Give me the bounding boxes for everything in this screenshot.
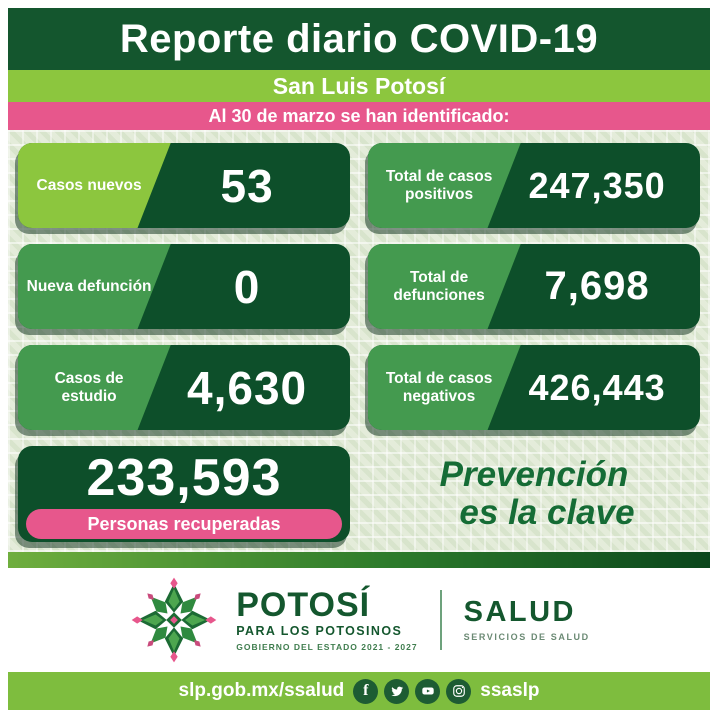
header-banner: Reporte diario COVID-19	[8, 8, 710, 70]
stats-section: Casos nuevos 53 Total de casos positivos…	[8, 130, 710, 552]
stat-card-casos-positivos: Total de casos positivos 247,350	[368, 143, 700, 228]
instagram-icon[interactable]	[446, 678, 472, 704]
social-icons: f	[353, 678, 472, 704]
prevention-slogan: Prevención es la clave	[368, 446, 700, 542]
divider-band	[8, 552, 710, 568]
stat-card-casos-negativos: Total de casos negativos 426,443	[368, 345, 700, 430]
twitter-icon[interactable]	[384, 678, 410, 704]
org-name: SALUD	[463, 596, 576, 628]
stat-card-nueva-defuncion: Nueva defunción 0	[18, 244, 350, 329]
stat-value: 53	[220, 159, 274, 212]
potosi-wordmark: POTOSÍ PARA LOS POTOSINOS GOBIERNO DEL E…	[236, 588, 417, 652]
recovered-value: 233,593	[86, 449, 282, 507]
stat-label: Nueva defunción	[26, 277, 152, 295]
stat-value: 4,630	[187, 361, 308, 414]
stat-label-area: Casos nuevos	[18, 143, 171, 228]
stat-label-area: Total de defunciones	[368, 244, 521, 329]
stat-value: 426,443	[528, 366, 666, 408]
stat-label: Total de casos positivos	[385, 167, 493, 203]
stat-label-area: Total de casos positivos	[368, 143, 521, 228]
brand-name: POTOSÍ	[236, 586, 371, 624]
org-tagline: SERVICIOS DE SALUD	[463, 632, 590, 642]
stat-value: 7,698	[544, 264, 650, 308]
recovered-card: 233,593 Personas recuperadas	[18, 446, 350, 542]
logo-divider	[439, 590, 442, 650]
salud-wordmark: SALUD SERVICIOS DE SALUD	[463, 596, 590, 643]
stat-label: Casos nuevos	[36, 176, 142, 194]
stat-card-total-defunciones: Total de defunciones 7,698	[368, 244, 700, 329]
stat-card-casos-nuevos: Casos nuevos 53	[18, 143, 350, 228]
stat-value: 247,350	[528, 164, 666, 206]
stat-card-casos-estudio: Casos de estudio 4,630	[18, 345, 350, 430]
slogan-line-2: es la clave	[459, 493, 635, 532]
stat-label: Total de defunciones	[393, 268, 485, 304]
footer-logos: POTOSÍ PARA LOS POTOSINOS GOBIERNO DEL E…	[8, 568, 710, 672]
youtube-icon[interactable]	[415, 678, 441, 704]
stat-label: Casos de estudio	[54, 369, 124, 405]
stat-label: Total de casos negativos	[385, 369, 493, 405]
brand-tagline: PARA LOS POTOSINOS	[236, 624, 403, 638]
website-link[interactable]: slp.gob.mx/ssalud	[178, 680, 345, 701]
subtitle-bar: San Luis Potosí	[8, 70, 710, 102]
slogan-line-1: Prevención	[439, 454, 629, 494]
potosi-emblem-icon	[131, 577, 217, 663]
date-banner: Al 30 de marzo se han identificado:	[8, 102, 710, 130]
state-name: San Luis Potosí	[272, 72, 446, 99]
page-title: Reporte diario COVID-19	[119, 16, 599, 61]
facebook-icon[interactable]: f	[353, 678, 379, 704]
contact-bar: slp.gob.mx/ssalud f	[8, 672, 710, 710]
date-banner-text: Al 30 de marzo se han identificado:	[208, 105, 510, 126]
recovered-label-pill: Personas recuperadas	[26, 509, 342, 539]
stat-value: 0	[233, 260, 261, 313]
brand-government: GOBIERNO DEL ESTADO 2021 - 2027	[236, 642, 418, 652]
social-handle[interactable]: ssaslp	[480, 680, 540, 701]
stats-grid: Casos nuevos 53 Total de casos positivos…	[18, 143, 700, 542]
